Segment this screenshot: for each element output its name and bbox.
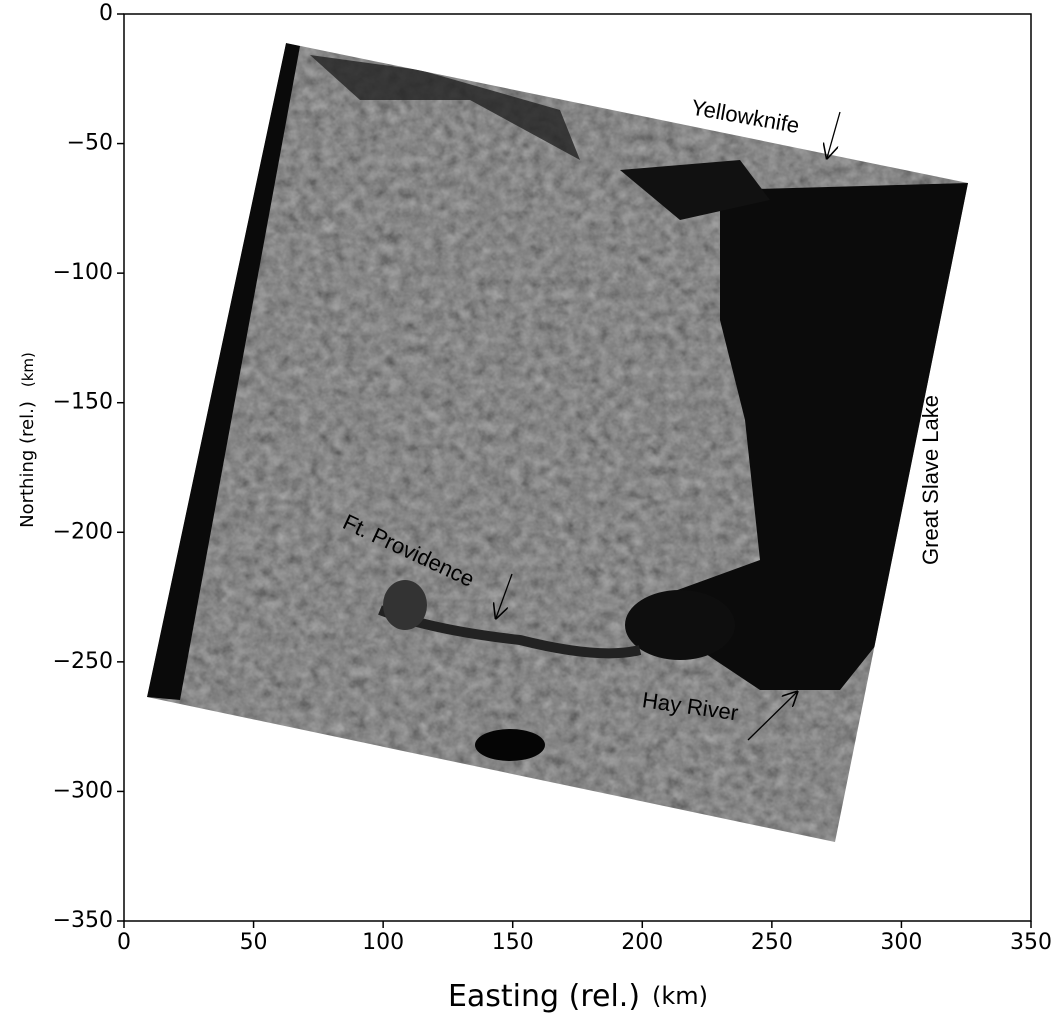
y-tick-label: −250 bbox=[53, 649, 113, 674]
y-tick-label: −200 bbox=[53, 519, 113, 544]
y-axis-label: Northing (rel.) (km) bbox=[17, 352, 38, 528]
x-tick-label: 50 bbox=[240, 930, 268, 955]
y-tick-label: −300 bbox=[53, 778, 113, 803]
y-tick-label: −50 bbox=[67, 131, 113, 156]
chart: 0 50 100 150 200 250 300 350 0 −50 −100 −150 −200 −25… bbox=[0, 0, 1059, 1016]
x-axis-unit: (km) bbox=[652, 982, 708, 1010]
x-tick-label: 0 bbox=[117, 930, 131, 955]
annotation-arrow bbox=[827, 112, 840, 158]
y-axis-title: Northing (rel.) bbox=[17, 401, 38, 528]
y-axis-unit: (km) bbox=[19, 352, 37, 387]
satellite-image bbox=[140, 40, 970, 850]
x-tick-label: 250 bbox=[751, 930, 793, 955]
y-tick-label: 0 bbox=[99, 1, 113, 26]
y-tick-label: −100 bbox=[53, 260, 113, 285]
x-tick-label: 300 bbox=[880, 930, 922, 955]
x-tick-label: 200 bbox=[621, 930, 663, 955]
y-tick-label: −350 bbox=[53, 908, 113, 933]
x-tick-label: 100 bbox=[362, 930, 404, 955]
annotation: Great Slave Lake bbox=[918, 395, 943, 565]
x-tick-label: 150 bbox=[492, 930, 534, 955]
x-axis-title: Easting (rel.) bbox=[448, 979, 640, 1014]
x-tick-label: 350 bbox=[1010, 930, 1052, 955]
y-tick-label: −150 bbox=[53, 390, 113, 415]
x-axis-label: Easting (rel.) (km) bbox=[448, 979, 708, 1014]
